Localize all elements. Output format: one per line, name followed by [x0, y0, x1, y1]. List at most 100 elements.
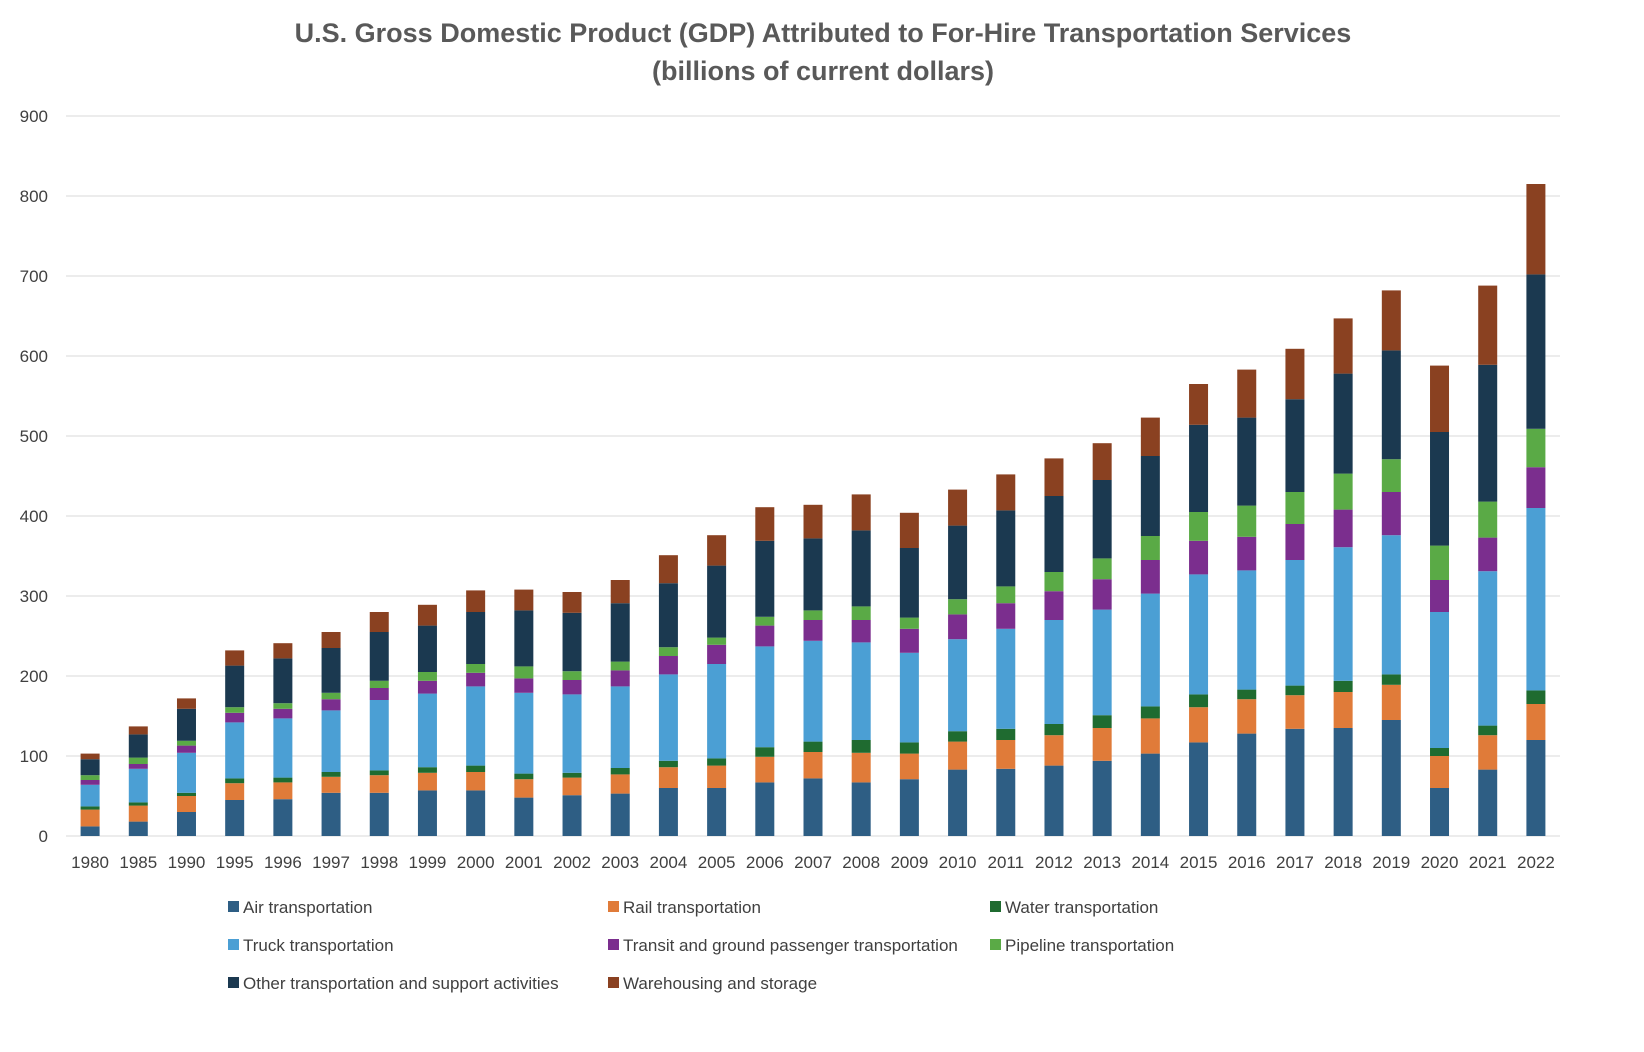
bar-segment — [176, 740, 196, 746]
y-tick-label: 200 — [20, 667, 48, 686]
bar-segment — [176, 752, 196, 793]
bar-segment — [466, 772, 486, 791]
bar-segment — [1333, 373, 1353, 474]
y-tick-label: 700 — [20, 267, 48, 286]
chart-subtitle: (billions of current dollars) — [652, 56, 994, 86]
bar-segment — [1044, 572, 1064, 592]
bar-segment — [803, 640, 823, 742]
bar-segment — [948, 741, 968, 770]
bar-segment — [514, 779, 534, 798]
bar-segment — [803, 620, 823, 641]
bar-segment — [176, 796, 196, 812]
bar-segment — [803, 752, 823, 779]
y-axis-tick-labels: 0 100 200 300 400 500 600 700 800 900 — [20, 107, 48, 846]
bar-segment — [321, 699, 341, 711]
bar-segment — [1381, 350, 1401, 460]
bar-segment — [658, 767, 678, 788]
bar-segment — [321, 772, 341, 777]
bar-segment — [658, 583, 678, 648]
legend-swatch — [990, 939, 1001, 950]
bar-segment — [707, 644, 727, 664]
bar-segment — [466, 790, 486, 836]
bar-segment — [562, 671, 582, 680]
bar-segment — [1526, 184, 1546, 275]
bar-segment — [1237, 369, 1257, 418]
x-tick-label: 2013 — [1083, 853, 1121, 872]
bar-segment — [610, 603, 630, 662]
bar-segment — [1381, 492, 1401, 536]
bar-segment — [899, 779, 919, 836]
bar-segment — [1430, 365, 1450, 432]
bar-segment — [1526, 274, 1546, 429]
bar-segment — [658, 760, 678, 768]
bar-segment — [1285, 524, 1305, 560]
x-tick-label: 2017 — [1276, 853, 1314, 872]
bar-segment — [948, 769, 968, 836]
legend-swatch — [228, 977, 239, 988]
bar-segment — [273, 799, 293, 836]
bar-segment — [1478, 735, 1498, 770]
bar-segment — [1333, 509, 1353, 548]
bar-segment — [1333, 473, 1353, 510]
bar-segment — [996, 740, 1016, 769]
x-axis-tick-labels: 1980 1985 1990 1995 1996 1997 1998 1999 2000 2001… — [71, 853, 1555, 872]
bar-segment — [369, 632, 389, 681]
legend-swatch — [608, 901, 619, 912]
x-tick-label: 2022 — [1517, 853, 1555, 872]
bar-segment — [610, 774, 630, 794]
bar-segment — [1237, 570, 1257, 690]
bar-segment — [1237, 699, 1257, 734]
bar-segment — [176, 698, 196, 709]
x-tick-label: 2007 — [794, 853, 832, 872]
bar-segment — [1189, 707, 1209, 743]
bar-segment — [466, 765, 486, 772]
bar-segment — [225, 650, 245, 666]
legend-swatch — [608, 939, 619, 950]
bar-segment — [514, 692, 534, 774]
bar-segment — [851, 620, 871, 643]
legend-label: Transit and ground passenger transportat… — [623, 936, 958, 955]
bar-segment — [273, 703, 293, 709]
bar-segment — [658, 674, 678, 761]
bar-segment — [321, 792, 341, 836]
bar-segment — [514, 589, 534, 611]
chart-title: U.S. Gross Domestic Product (GDP) Attrib… — [295, 18, 1352, 48]
bar-segment — [128, 734, 148, 758]
bar-segment — [899, 617, 919, 629]
bar-segment — [1092, 579, 1112, 610]
bar-segment — [610, 768, 630, 775]
bar-segment — [369, 700, 389, 771]
x-tick-label: 1990 — [168, 853, 206, 872]
bar-segment — [1478, 537, 1498, 572]
bar-segment — [948, 639, 968, 732]
bar-segment — [225, 783, 245, 800]
bar-segment — [225, 722, 245, 779]
bar-segment — [273, 658, 293, 704]
bar-segment — [1140, 706, 1160, 719]
bar-segment — [80, 806, 100, 810]
bar-segment — [321, 710, 341, 772]
bar-segment — [851, 494, 871, 531]
bar-segment — [899, 742, 919, 754]
bar-segment — [1381, 720, 1401, 836]
bar-segment — [803, 610, 823, 620]
bar-segments — [80, 184, 1546, 836]
bar-segment — [321, 648, 341, 693]
bar-segment — [225, 800, 245, 836]
bar-segment — [899, 652, 919, 743]
bar-segment — [851, 530, 871, 607]
x-tick-label: 2020 — [1421, 853, 1459, 872]
bar-segment — [369, 770, 389, 776]
bar-segment — [1140, 560, 1160, 594]
bar-segment — [996, 768, 1016, 836]
bar-segment — [658, 788, 678, 836]
bar-segment — [1285, 695, 1305, 729]
bar-segment — [1189, 512, 1209, 541]
bar-segment — [1092, 558, 1112, 580]
x-tick-label: 2004 — [650, 853, 688, 872]
bar-segment — [1430, 545, 1450, 580]
bar-segment — [225, 778, 245, 784]
bar-segment — [1430, 612, 1450, 748]
y-tick-label: 600 — [20, 347, 48, 366]
